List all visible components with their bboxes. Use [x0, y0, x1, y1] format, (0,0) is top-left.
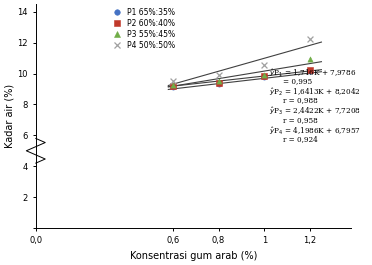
Point — [216, 81, 222, 85]
Point — [307, 57, 313, 61]
Text: $\hat{y}$P$_3$ = 2,4422K + 7,7208: $\hat{y}$P$_3$ = 2,4422K + 7,7208 — [269, 106, 361, 117]
Point — [307, 69, 313, 73]
Y-axis label: Kadar air (%): Kadar air (%) — [4, 84, 14, 148]
Point — [216, 79, 222, 83]
Point — [170, 83, 176, 87]
Point — [170, 85, 176, 89]
Point — [170, 78, 176, 83]
Point — [261, 74, 267, 79]
Point — [307, 37, 313, 41]
Legend: P1 65%:35%, P2 60%:40%, P3 55%:45%, P4 50%:50%: P1 65%:35%, P2 60%:40%, P3 55%:45%, P4 5… — [106, 5, 178, 53]
Text: $\hat{y}$P$_4$ = 4,1986K + 6,7957: $\hat{y}$P$_4$ = 4,1986K + 6,7957 — [269, 125, 360, 136]
Point — [216, 82, 222, 86]
Text: r = 0,988: r = 0,988 — [283, 97, 317, 105]
Text: $\hat{y}$P$_1$ = 1,716K + 7,9786: $\hat{y}$P$_1$ = 1,716K + 7,9786 — [269, 67, 356, 79]
X-axis label: Konsentrasi gum arab (%): Konsentrasi gum arab (%) — [130, 251, 257, 261]
Point — [261, 73, 267, 77]
Point — [261, 63, 267, 67]
Point — [216, 73, 222, 77]
Point — [307, 68, 313, 72]
Text: r = 0,958: r = 0,958 — [283, 116, 317, 124]
Text: $\hat{y}$P$_2$ = 1,6413K + 8,2042: $\hat{y}$P$_2$ = 1,6413K + 8,2042 — [269, 86, 360, 98]
Text: = 0,995: = 0,995 — [283, 77, 312, 85]
Point — [261, 73, 267, 78]
Point — [170, 83, 176, 88]
Text: r = 0,924: r = 0,924 — [283, 135, 317, 143]
